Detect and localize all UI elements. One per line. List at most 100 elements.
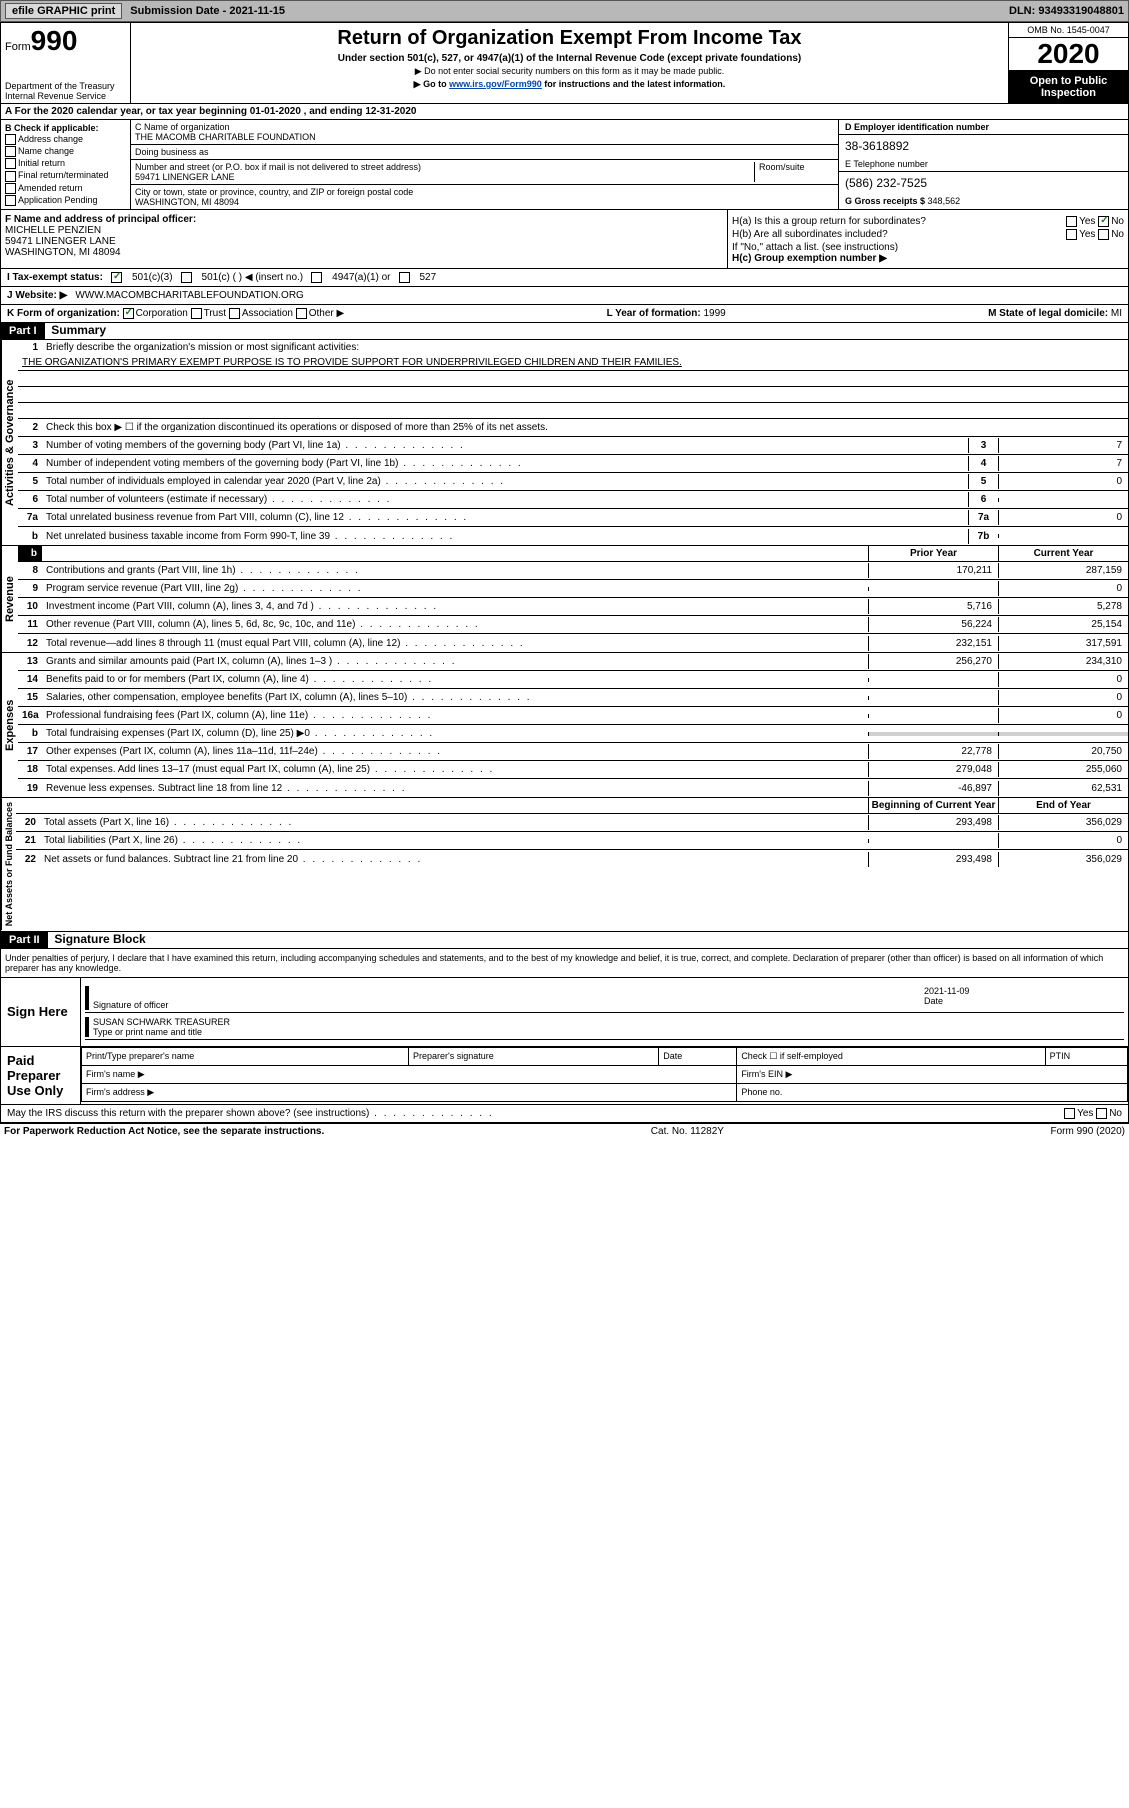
dln-label: DLN: 93493319048801 <box>1009 5 1124 17</box>
line-3: 3Number of voting members of the governi… <box>18 437 1128 455</box>
form-number: Form990 <box>5 25 126 57</box>
line-10: 10Investment income (Part VIII, column (… <box>18 598 1128 616</box>
tax-year: 2020 <box>1009 38 1128 71</box>
row-j-website: J Website: ▶WWW.MACOMBCHARITABLEFOUNDATI… <box>0 287 1129 305</box>
section-bcd: B Check if applicable: Address change Na… <box>0 120 1129 210</box>
part1-title: Summary <box>47 323 106 337</box>
phone-label: E Telephone number <box>839 157 1128 172</box>
part2-title: Signature Block <box>50 932 145 946</box>
cb-501c[interactable] <box>181 272 192 283</box>
governance-label: Activities & Governance <box>1 340 18 545</box>
line-21: 21Total liabilities (Part X, line 26)0 <box>16 832 1128 850</box>
perjury-statement: Under penalties of perjury, I declare th… <box>0 949 1129 978</box>
h-b-note: If "No," attach a list. (see instruction… <box>732 242 1124 253</box>
paperwork-notice: For Paperwork Reduction Act Notice, see … <box>4 1126 324 1137</box>
phone-value: (586) 232-7525 <box>839 172 1128 194</box>
paid-preparer-label: Paid Preparer Use Only <box>1 1047 81 1104</box>
cb-address-change[interactable]: Address change <box>5 134 126 145</box>
row-i-tax-status: I Tax-exempt status: 501(c)(3) 501(c) ( … <box>0 269 1129 287</box>
h-a-yes[interactable] <box>1066 216 1077 227</box>
row-k-form-org: K Form of organization: Corporation Trus… <box>0 305 1129 323</box>
header-center: Return of Organization Exempt From Incom… <box>131 23 1008 103</box>
discuss-no[interactable] <box>1096 1108 1107 1119</box>
line-12: 12Total revenue—add lines 8 through 11 (… <box>18 634 1128 652</box>
form990-link[interactable]: www.irs.gov/Form990 <box>449 79 542 89</box>
h-b-yes[interactable] <box>1066 229 1077 240</box>
line-15: 15Salaries, other compensation, employee… <box>18 689 1128 707</box>
line-7a: 7aTotal unrelated business revenue from … <box>18 509 1128 527</box>
expenses-label: Expenses <box>1 653 18 797</box>
line-b: bNet unrelated business taxable income f… <box>18 527 1128 545</box>
row-a-tax-year: A For the 2020 calendar year, or tax yea… <box>0 104 1129 120</box>
column-f-officer: F Name and address of principal officer:… <box>1 210 728 268</box>
line-11: 11Other revenue (Part VIII, column (A), … <box>18 616 1128 634</box>
line-19: 19Revenue less expenses. Subtract line 1… <box>18 779 1128 797</box>
revenue-section: Revenue b Prior YearCurrent Year 8Contri… <box>0 546 1129 653</box>
efile-print-button[interactable]: efile GRAPHIC print <box>5 3 122 19</box>
ein-value: 38-3618892 <box>839 135 1128 157</box>
cb-initial-return[interactable]: Initial return <box>5 158 126 169</box>
revenue-col-header: b Prior YearCurrent Year <box>18 546 1128 562</box>
h-a-no[interactable] <box>1098 216 1109 227</box>
form-ref: Form 990 (2020) <box>1051 1126 1125 1137</box>
omb-number: OMB No. 1545-0047 <box>1009 23 1128 38</box>
column-d-ein: D Employer identification number 38-3618… <box>838 120 1128 209</box>
discuss-yes[interactable] <box>1064 1108 1075 1119</box>
netassets-section: Net Assets or Fund Balances Beginning of… <box>0 798 1129 931</box>
form-header: Form990 Department of the Treasury Inter… <box>0 22 1129 104</box>
preparer-table: Print/Type preparer's namePreparer's sig… <box>81 1047 1128 1102</box>
line-14: 14Benefits paid to or for members (Part … <box>18 671 1128 689</box>
org-name-row: C Name of organization THE MACOMB CHARIT… <box>131 120 838 145</box>
inspection-label: Open to Public Inspection <box>1009 71 1128 103</box>
website-link[interactable]: WWW.MACOMBCHARITABLEFOUNDATION.ORG <box>75 290 304 301</box>
q1-mission: Briefly describe the organization's miss… <box>42 340 1128 355</box>
h-b-no[interactable] <box>1098 229 1109 240</box>
footer: For Paperwork Reduction Act Notice, see … <box>0 1123 1129 1139</box>
section-fh: F Name and address of principal officer:… <box>0 210 1129 269</box>
header-right: OMB No. 1545-0047 2020 Open to Public In… <box>1008 23 1128 103</box>
governance-section: Activities & Governance 1Briefly describ… <box>0 340 1129 546</box>
cb-other[interactable] <box>296 308 307 319</box>
department-label: Department of the Treasury Internal Reve… <box>5 81 126 101</box>
line-9: 9Program service revenue (Part VIII, lin… <box>18 580 1128 598</box>
line-17: 17Other expenses (Part IX, column (A), l… <box>18 743 1128 761</box>
line-20: 20Total assets (Part X, line 16)293,4983… <box>16 814 1128 832</box>
q2-discontinued: Check this box ▶ ☐ if the organization d… <box>42 420 1128 435</box>
cb-4947[interactable] <box>311 272 322 283</box>
line-22: 22Net assets or fund balances. Subtract … <box>16 850 1128 868</box>
line-18: 18Total expenses. Add lines 13–17 (must … <box>18 761 1128 779</box>
part1-header-row: Part I Summary <box>0 323 1129 340</box>
line-4: 4Number of independent voting members of… <box>18 455 1128 473</box>
street-row: Number and street (or P.O. box if mail i… <box>131 160 838 185</box>
discuss-row: May the IRS discuss this return with the… <box>0 1105 1129 1123</box>
line-16a: 16aProfessional fundraising fees (Part I… <box>18 707 1128 725</box>
netassets-col-header: Beginning of Current YearEnd of Year <box>16 798 1128 814</box>
column-b-checkboxes: B Check if applicable: Address change Na… <box>1 120 131 209</box>
part2-header-row: Part II Signature Block <box>0 932 1129 949</box>
submission-date-label: Submission Date - 2021-11-15 <box>130 5 285 17</box>
line-8: 8Contributions and grants (Part VIII, li… <box>18 562 1128 580</box>
h-a-row: H(a) Is this a group return for subordin… <box>732 216 1124 227</box>
cb-501c3[interactable] <box>111 272 122 283</box>
revenue-label: Revenue <box>1 546 18 652</box>
gross-receipts: G Gross receipts $ 348,562 <box>839 194 1128 208</box>
cb-association[interactable] <box>229 308 240 319</box>
cb-527[interactable] <box>399 272 410 283</box>
cb-amended-return[interactable]: Amended return <box>5 183 126 194</box>
column-c-org-info: C Name of organization THE MACOMB CHARIT… <box>131 120 838 209</box>
form-note-1: ▶ Do not enter social security numbers o… <box>135 66 1004 77</box>
cb-name-change[interactable]: Name change <box>5 146 126 157</box>
line-b: bTotal fundraising expenses (Part IX, co… <box>18 725 1128 743</box>
cb-final-return[interactable]: Final return/terminated <box>5 170 126 181</box>
dba-row: Doing business as <box>131 145 838 160</box>
cb-trust[interactable] <box>191 308 202 319</box>
city-row: City or town, state or province, country… <box>131 185 838 209</box>
line-6: 6Total number of volunteers (estimate if… <box>18 491 1128 509</box>
sign-here-label: Sign Here <box>1 978 81 1046</box>
cb-corporation[interactable] <box>123 308 134 319</box>
cb-application-pending[interactable]: Application Pending <box>5 195 126 206</box>
signature-section: Sign Here Signature of officer2021-11-09… <box>0 978 1129 1105</box>
part1-label: Part I <box>1 323 45 339</box>
h-c-row: H(c) Group exemption number ▶ <box>732 253 1124 264</box>
form-note-2: ▶ Go to www.irs.gov/Form990 for instruct… <box>135 79 1004 90</box>
